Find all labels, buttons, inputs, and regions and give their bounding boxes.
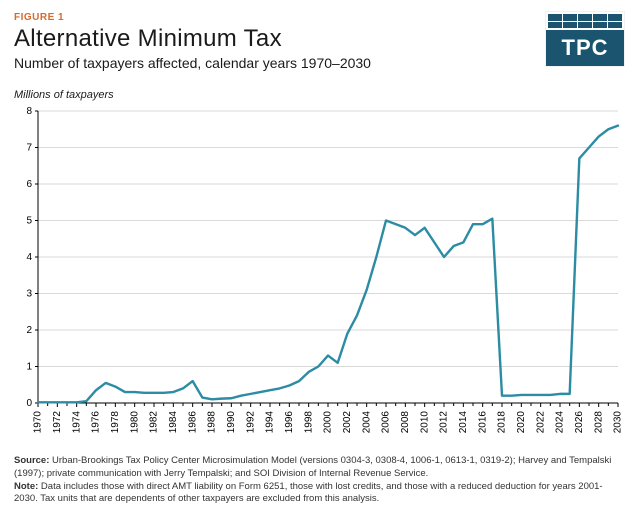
figure-container: TPC FIGURE 1 Alternative Minimum Tax Num… (0, 0, 640, 529)
svg-text:2004: 2004 (361, 411, 372, 434)
source-label: Source: (14, 455, 49, 466)
svg-text:4: 4 (26, 252, 32, 263)
footnotes: Source: Urban-Brookings Tax Policy Cente… (14, 455, 626, 506)
svg-text:1980: 1980 (129, 411, 140, 434)
svg-text:0: 0 (26, 398, 32, 409)
svg-text:1994: 1994 (265, 411, 276, 434)
svg-text:2024: 2024 (555, 411, 566, 434)
svg-text:2010: 2010 (419, 411, 430, 434)
svg-text:2022: 2022 (535, 411, 546, 434)
svg-text:2026: 2026 (574, 411, 585, 434)
svg-text:1996: 1996 (284, 411, 295, 434)
svg-text:2016: 2016 (477, 411, 488, 434)
svg-text:8: 8 (26, 106, 32, 117)
source-line: Source: Urban-Brookings Tax Policy Cente… (14, 455, 626, 481)
svg-text:1986: 1986 (187, 411, 198, 434)
note-label: Note: (14, 481, 38, 492)
svg-text:1998: 1998 (303, 411, 314, 434)
svg-text:1974: 1974 (71, 411, 82, 434)
svg-text:1990: 1990 (226, 411, 237, 434)
y-axis-title: Millions of taxpayers (14, 89, 626, 101)
source-text: Urban-Brookings Tax Policy Center Micros… (14, 455, 611, 479)
chart-title: Alternative Minimum Tax (14, 25, 626, 53)
svg-text:1982: 1982 (149, 411, 160, 434)
svg-text:1972: 1972 (52, 411, 63, 434)
svg-text:2014: 2014 (458, 411, 469, 434)
tpc-logo: TPC (546, 12, 624, 66)
svg-text:2002: 2002 (342, 411, 353, 434)
svg-text:1988: 1988 (207, 411, 218, 434)
logo-grid-icon (546, 12, 624, 30)
figure-number: FIGURE 1 (14, 12, 626, 23)
svg-text:1970: 1970 (33, 411, 44, 434)
svg-text:3: 3 (26, 289, 32, 300)
svg-text:2000: 2000 (323, 411, 334, 434)
svg-text:2: 2 (26, 325, 32, 336)
svg-text:7: 7 (26, 143, 32, 154)
svg-text:1984: 1984 (168, 411, 179, 434)
svg-text:2028: 2028 (593, 411, 604, 434)
svg-text:2018: 2018 (497, 411, 508, 434)
svg-text:1978: 1978 (110, 411, 121, 434)
svg-text:5: 5 (26, 216, 32, 227)
svg-text:2006: 2006 (381, 411, 392, 434)
chart-area: 0 1 2 3 4 5 6 7 8 1970 1972 1974 1976 1978 1980 1982 198… (14, 105, 626, 445)
svg-text:1: 1 (26, 362, 32, 373)
svg-text:2030: 2030 (613, 411, 624, 434)
logo-text: TPC (546, 30, 624, 66)
svg-text:2012: 2012 (439, 411, 450, 434)
svg-text:2008: 2008 (400, 411, 411, 434)
svg-text:6: 6 (26, 179, 32, 190)
line-chart: 0 1 2 3 4 5 6 7 8 1970 1972 1974 1976 1978 1980 1982 198… (14, 105, 626, 445)
note-text: Data includes those with direct AMT liab… (14, 481, 603, 505)
svg-text:2020: 2020 (516, 411, 527, 434)
chart-subtitle: Number of taxpayers affected, calendar y… (14, 55, 626, 71)
svg-text:1976: 1976 (91, 411, 102, 434)
note-line: Note: Data includes those with direct AM… (14, 481, 626, 507)
svg-text:1992: 1992 (245, 411, 256, 434)
